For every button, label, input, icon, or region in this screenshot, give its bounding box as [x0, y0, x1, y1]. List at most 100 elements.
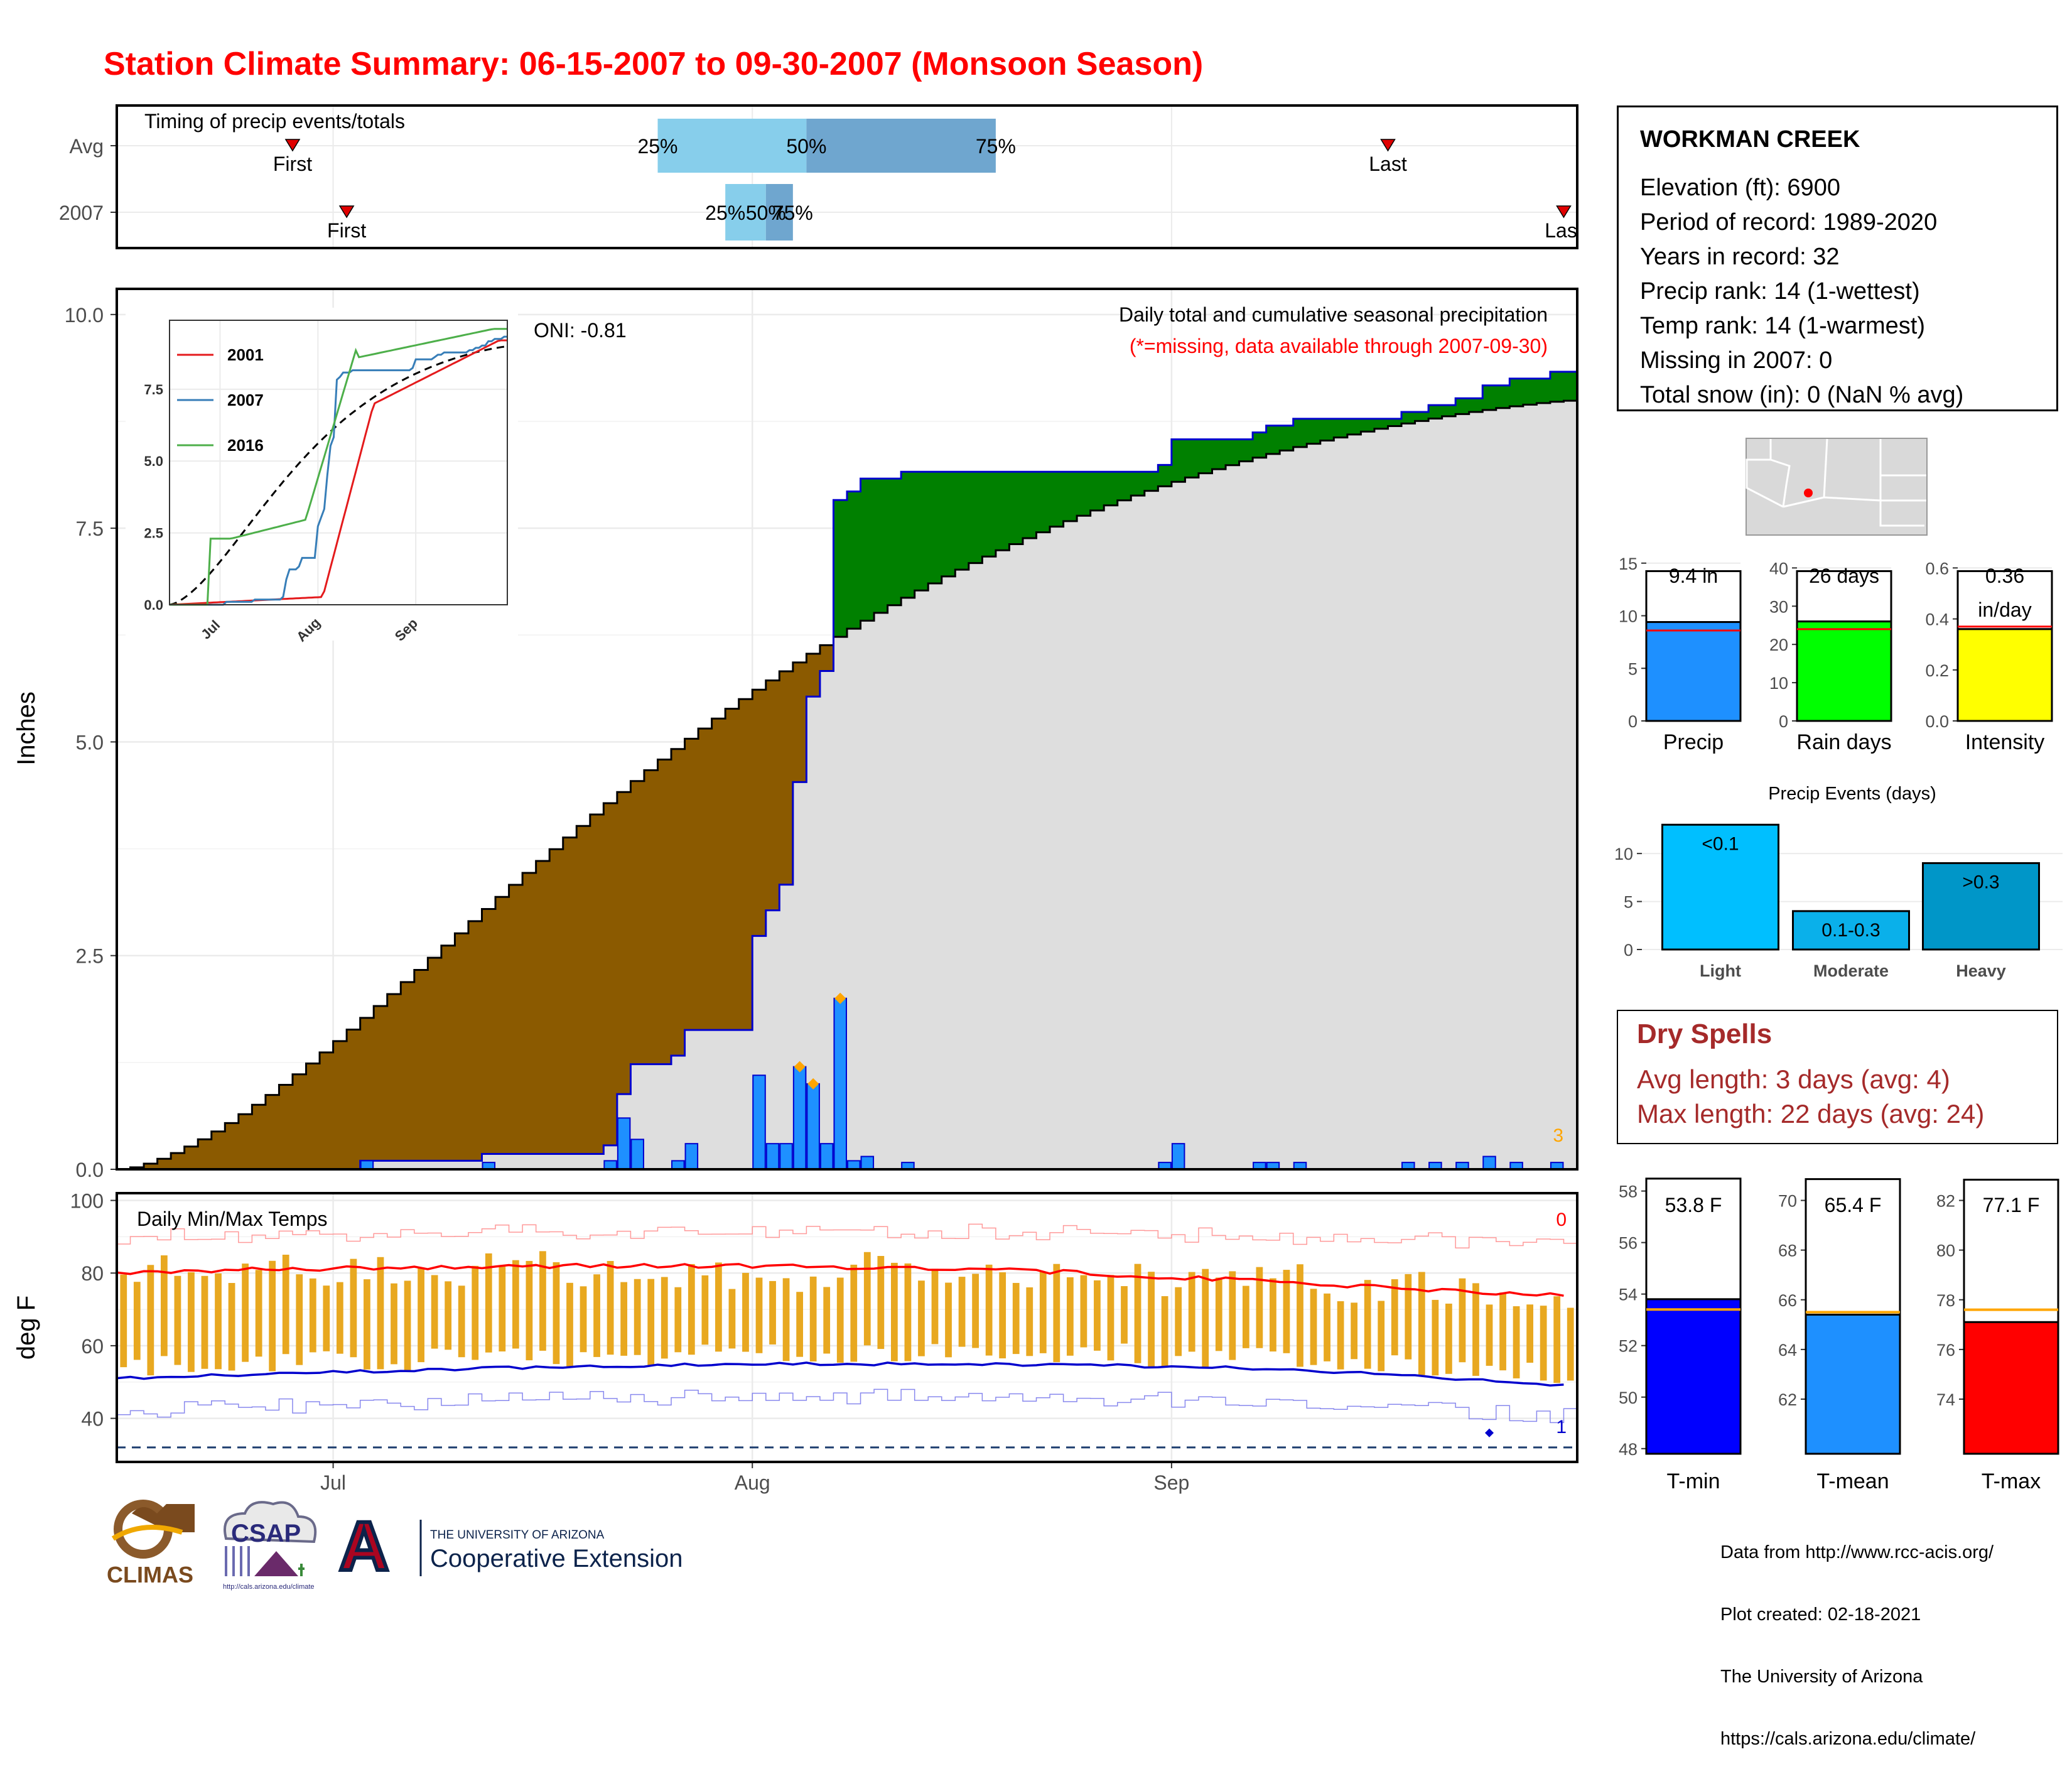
info-period: Period of record: 1989-2020 — [1640, 209, 1938, 235]
temp-daily-bar — [1283, 1270, 1290, 1353]
pbar-0-ytick-label: 15 — [1619, 555, 1638, 573]
events-ytick-label: 5 — [1624, 893, 1633, 912]
pbar-0-ytick-label: 5 — [1628, 659, 1638, 678]
precip-ytick-label: 5.0 — [76, 731, 104, 754]
temp-daily-bar — [133, 1282, 141, 1360]
tbar-0-ytick-label: 58 — [1619, 1182, 1638, 1201]
temp-daily-bar — [1094, 1280, 1101, 1351]
temp-daily-bar — [1378, 1301, 1385, 1372]
station-marker — [1804, 489, 1813, 497]
temp-daily-bar — [391, 1283, 397, 1365]
events-bar — [1922, 862, 2040, 951]
temp-daily-bar — [418, 1267, 424, 1363]
temp-daily-bar — [323, 1285, 330, 1351]
temp-daily-bar — [715, 1262, 722, 1352]
dry-spells-box: Dry Spells Avg length: 3 days (avg: 4) M… — [1617, 1010, 2058, 1144]
temp-daily-bar — [120, 1274, 127, 1368]
temp-daily-bar — [1499, 1292, 1506, 1371]
temp-daily-bar — [620, 1282, 628, 1356]
inset-ytick-label: 7.5 — [144, 382, 163, 398]
temp-daily-bar — [364, 1279, 370, 1370]
temp-daily-bar — [1053, 1263, 1060, 1363]
pbar-name: Precip — [1663, 730, 1724, 754]
precip-cumulative-line — [117, 371, 1577, 1171]
temp-daily-bar — [336, 1282, 343, 1354]
temp-ytick-label: 100 — [70, 1190, 104, 1213]
events-category-label: Moderate — [1813, 961, 1889, 980]
tbar-label-box — [1805, 1178, 1901, 1316]
temp-daily-bar — [1026, 1287, 1033, 1356]
temp-daily-bar — [1229, 1271, 1236, 1360]
station-name: WORKMAN CREEK — [1640, 126, 1860, 153]
events-title: Precip Events (days) — [1768, 784, 1936, 804]
timing-last-marker — [1380, 139, 1396, 152]
timing-first-label: First — [327, 219, 366, 242]
pbar-value-label: 26 days — [1809, 565, 1879, 587]
timing-bar-50-75 — [765, 184, 793, 241]
temp-daily-bar — [1472, 1283, 1479, 1376]
temp-daily-bar — [1121, 1286, 1128, 1344]
info-temp-rank: Temp rank: 14 (1-warmest) — [1640, 313, 1926, 339]
temp-daily-bar — [755, 1277, 763, 1353]
ua-big-text: Cooperative Extension — [430, 1545, 683, 1572]
tbar-value-label: 65.4 F — [1825, 1194, 1882, 1216]
station-info-box: WORKMAN CREEK Elevation (ft): 6900 Perio… — [1617, 106, 2058, 411]
temp-daily-bar — [1445, 1303, 1452, 1374]
temp-daily-bar — [1270, 1278, 1276, 1352]
timing-bar-25-50 — [657, 119, 807, 173]
temp-daily-bar — [1364, 1280, 1371, 1369]
temp-daily-bar — [539, 1251, 546, 1351]
temp-plot-area — [117, 1193, 1577, 1462]
temp-daily-bar — [147, 1265, 154, 1376]
temp-daily-bar — [850, 1264, 858, 1362]
temp-daily-bar — [1012, 1282, 1020, 1355]
precip-ytick-label: 0.0 — [76, 1159, 104, 1181]
temp-daily-bar — [1310, 1289, 1317, 1365]
state-borders — [1746, 438, 1926, 527]
precip-panel: 0.0 2.5 5.0 7.5 10.0 3 Daily total and cumulat… — [13, 288, 1578, 1181]
temp-daily-bar — [242, 1263, 249, 1362]
precip-surplus-area — [117, 372, 1578, 1170]
temp-daily-bar — [634, 1279, 641, 1355]
x-tick-label: Sep — [1153, 1471, 1189, 1494]
pbar-0-ytick-label: 10 — [1619, 607, 1638, 626]
temp-daily-bar — [877, 1255, 885, 1350]
climas-logo: CLIMAS — [107, 1500, 195, 1588]
timing-pct-label: 50% — [786, 135, 826, 158]
temperature-summary-bars: 48 50 52 54 56 58 53.8 F T-min 62 64 66 68 70 65.4 F T… — [1619, 1176, 2059, 1493]
temp-daily-bar — [1486, 1304, 1493, 1366]
inset-legend-label: 2001 — [227, 345, 264, 364]
precip-avg-line — [117, 399, 1577, 1171]
temp-daily-bar — [1405, 1274, 1412, 1360]
temp-daily-bar — [566, 1282, 573, 1368]
timing-pct-label: 75% — [976, 135, 1016, 158]
tbar-value-label: 77.1 F — [1983, 1194, 2040, 1216]
map-background — [1746, 438, 1928, 536]
inset-ytick-label: 0.0 — [144, 597, 163, 613]
footer-line-url[interactable]: https://cals.arizona.edu/climate/ — [1720, 1729, 1976, 1749]
temp-record-high-count: 0 — [1556, 1209, 1567, 1230]
tbar-name: T-min — [1667, 1469, 1720, 1493]
oni-value: ONI: -0.81 — [534, 319, 627, 342]
precip-daily-bar — [671, 1160, 685, 1170]
tbar-2-ytick-label: 74 — [1936, 1390, 1955, 1409]
temp-record-max-line — [117, 1223, 1577, 1248]
pbar-1-ytick-label: 0 — [1779, 712, 1788, 731]
pbar-unit-label: in/day — [1978, 598, 2031, 621]
timing-first-marker — [284, 139, 301, 152]
info-elevation: Elevation (ft): 6900 — [1640, 175, 1840, 201]
ua-small-text: THE UNIVERSITY OF ARIZONA — [430, 1529, 605, 1542]
csap-logo: CSAP http://cals.arizona.edu/climate — [223, 1501, 317, 1591]
footer-line-created: Plot created: 02-18-2021 — [1720, 1604, 1921, 1625]
events-bar — [1661, 823, 1779, 951]
pbar-2-ytick-label: 0.2 — [1925, 661, 1949, 680]
temp-record-low-count: 1 — [1556, 1417, 1567, 1437]
events-bar-label: 0.1-0.3 — [1821, 920, 1880, 941]
temp-daily-bar — [823, 1287, 831, 1354]
csap-logo-url: http://cals.arizona.edu/climate — [223, 1583, 315, 1591]
pbar-name: Intensity — [1965, 730, 2045, 754]
pbar-1-ytick-label: 30 — [1769, 597, 1788, 616]
temp-daily-bar — [769, 1280, 776, 1345]
pbar-0-ytick-label: 0 — [1628, 712, 1638, 731]
csap-logo-text: CSAP — [231, 1520, 301, 1547]
